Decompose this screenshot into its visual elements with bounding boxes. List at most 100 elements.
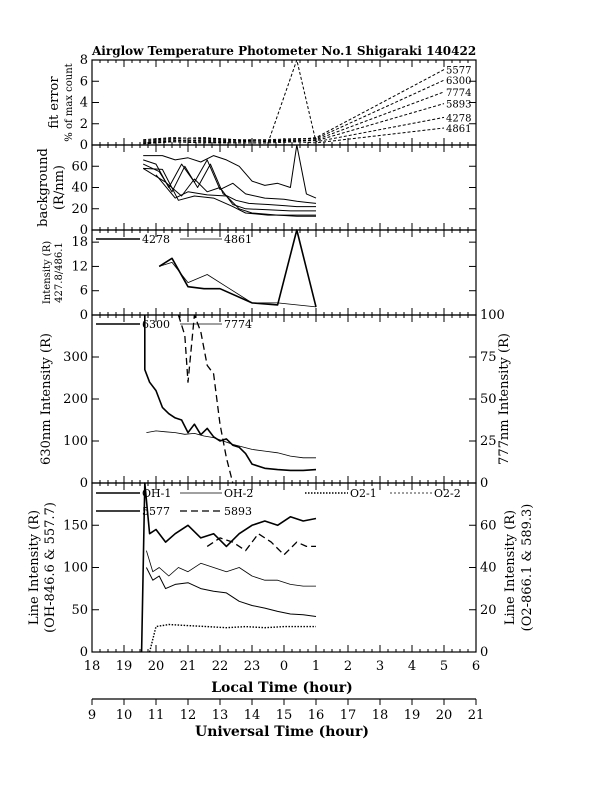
y-tick-label: 0 <box>80 138 88 153</box>
x-tick-label: 2 <box>344 659 352 674</box>
y-axis-label-2: % of max count <box>64 63 75 141</box>
ut-tick-label: 21 <box>468 708 485 723</box>
series-end-label: 5893 <box>446 100 471 111</box>
panel-frame <box>91 59 477 146</box>
series-end-label: 4861 <box>446 124 471 135</box>
series-line-5577 <box>140 482 317 653</box>
y-right-tick-label: 0 <box>480 645 488 660</box>
ut-tick-label: 18 <box>372 708 389 723</box>
y-axis-label-2: (R/nm) <box>52 165 67 210</box>
series-line-line-1 <box>143 69 445 143</box>
legend-label: 6300 <box>142 318 170 331</box>
x-tick-label: 0 <box>280 659 288 674</box>
y-axis-label-2: 427.8/486.1 <box>54 242 65 303</box>
panel-fit-error: 0 2 4 6 8 fit error% of max count 557763007774… <box>47 53 477 153</box>
y-right-axis-label: 777nm Intensity (R) <box>497 333 512 465</box>
y-axis-label-2: (OH-846.6 & 557.7) <box>43 502 58 633</box>
y-tick-label: 0 <box>80 645 88 660</box>
y-tick-label: 12 <box>71 259 88 274</box>
series-end-label: 5577 <box>446 66 471 77</box>
x-tick-label: 21 <box>180 659 197 674</box>
x-tick-label: 19 <box>116 659 133 674</box>
ut-tick-label: 13 <box>212 708 229 723</box>
series-line-O2-1 <box>148 623 316 653</box>
y-tick-label: 6 <box>80 74 88 89</box>
y-axis-label: 630nm Intensity (R) <box>39 333 54 465</box>
legend-label: 4278 <box>142 233 170 246</box>
y-tick-label: 300 <box>63 350 88 365</box>
y-tick-label: 2 <box>80 117 88 132</box>
series-line-6300 <box>144 315 317 472</box>
y-tick-label: 4 <box>80 96 88 111</box>
x-tick-label: 20 <box>148 659 165 674</box>
y-tick-label: 8 <box>80 53 88 68</box>
series-line-line-4 <box>142 167 316 212</box>
ut-tick-label: 9 <box>88 708 96 723</box>
y-axis-label: Line Intensity (R) <box>27 510 42 625</box>
series-line-line-3 <box>143 91 445 144</box>
ut-tick-label: 15 <box>276 708 293 723</box>
panel-frame <box>91 144 477 231</box>
legend: OH-1 OH-2 O2-1 O2-2 5577 5893 <box>96 487 461 518</box>
x-tick-label: 1 <box>312 659 320 674</box>
y-tick-label: 18 <box>71 235 88 250</box>
series-line-line-3 <box>142 163 316 208</box>
legend: 4278 4861 <box>96 233 252 246</box>
y-tick-label: 60 <box>71 159 88 174</box>
y-tick-label: 50 <box>71 603 88 618</box>
ut-tick-label: 11 <box>148 708 165 723</box>
series-line-line-2 <box>143 159 317 204</box>
series-line-4278 <box>158 229 317 308</box>
legend-label: O2-1 <box>350 487 377 500</box>
x-tick-label: 22 <box>212 659 229 674</box>
x-tick-label: 3 <box>376 659 384 674</box>
y-right-tick-label: 60 <box>480 518 497 533</box>
y-right-tick-label: 100 <box>480 308 505 323</box>
ut-tick-label: 10 <box>116 708 133 723</box>
series-line-OH-2 <box>146 550 316 587</box>
ut-tick-label: 19 <box>404 708 421 723</box>
y-right-axis-label-2: (O2-866.1 & 589.3) <box>520 504 535 632</box>
series-line-line-2 <box>143 79 445 141</box>
y-tick-label: 200 <box>63 392 88 407</box>
series-line-line-6 <box>143 167 316 216</box>
series-line-OH-1 <box>145 567 317 617</box>
y-tick-label: 150 <box>63 518 88 533</box>
x-tick-label: 23 <box>244 659 261 674</box>
legend-label: OH-2 <box>224 487 253 500</box>
y-right-tick-label: 75 <box>480 350 497 365</box>
legend-label: 5893 <box>224 505 252 518</box>
legend: 6300 7774 <box>96 318 252 331</box>
y-axis-label: fit error <box>47 76 62 129</box>
y-axis-label: background <box>36 148 51 227</box>
y-tick-label: 100 <box>63 561 88 576</box>
chart-title: Airglow Temperature Photometer No.1 Shig… <box>91 44 476 58</box>
y-tick-label: 20 <box>71 202 88 217</box>
ut-tick-label: 12 <box>180 708 197 723</box>
y-axis-label: Intensity (R) <box>42 241 53 304</box>
legend-label: 5577 <box>142 505 170 518</box>
panel-background: 0 20 40 60 background (R/nm) <box>36 144 477 238</box>
universal-time-axis: 9 10 11 12 13 14 15 16 17 18 19 20 21 <box>88 698 485 723</box>
x-tick-label: 18 <box>84 659 101 674</box>
series-end-label: 6300 <box>446 76 471 87</box>
legend-label: OH-1 <box>142 487 171 500</box>
x-axis-label-local: Local Time (hour) <box>211 680 353 696</box>
y-tick-label: 40 <box>71 181 88 196</box>
ut-tick-label: 20 <box>436 708 453 723</box>
y-right-tick-label: 50 <box>480 392 497 407</box>
ut-tick-label: 16 <box>308 708 325 723</box>
series-line-line-5 <box>155 174 316 217</box>
y-tick-label: 0 <box>80 223 88 238</box>
series-end-label: 4278 <box>446 113 471 124</box>
y-right-tick-label: 25 <box>480 434 497 449</box>
y-tick-label: 0 <box>80 308 88 323</box>
legend-label: O2-2 <box>434 487 461 500</box>
panel-frame <box>91 314 477 484</box>
y-right-tick-label: 40 <box>480 561 497 576</box>
series-line-4861 <box>159 261 317 308</box>
legend-label: 7774 <box>224 318 252 331</box>
